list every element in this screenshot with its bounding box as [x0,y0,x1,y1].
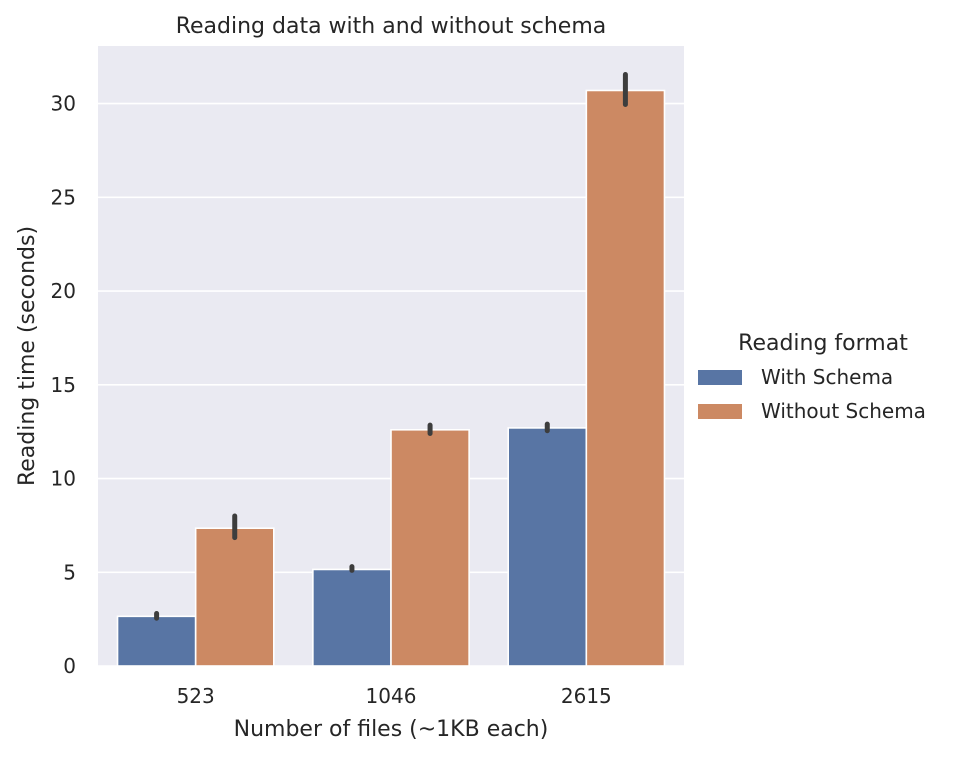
legend-label-with-schema: With Schema [761,365,893,389]
bar-with-schema-1046 [312,568,392,667]
x-tick-label-1046: 1046 [366,684,417,708]
x-tick-label-523: 523 [177,684,215,708]
y-tick-label-15: 15 [51,373,76,397]
bar-with-schema-2615 [507,427,588,667]
bar-with-schema-523 [116,615,197,667]
x-axis-label: Number of files (~1KB each) [234,717,549,742]
y-tick-label-10: 10 [51,467,76,491]
chart-title: Reading data with and without schema [176,14,607,39]
y-axis-label: Reading time (seconds) [15,226,40,486]
x-tick-label-2615: 2615 [561,684,612,708]
y-tick-label-30: 30 [51,92,76,116]
legend-item-with-schema: With Schema [698,365,893,389]
y-tick-labels: 0 5 10 15 20 25 30 [51,92,76,678]
legend: Reading format With Schema Without Schem… [698,331,926,423]
y-tick-label-25: 25 [51,185,76,209]
error-bars [154,72,628,621]
bars [116,89,666,667]
legend-swatch-without-schema [698,404,742,419]
bar-without-schema-523 [194,527,275,667]
legend-swatch-with-schema [698,370,742,385]
y-tick-label-5: 5 [63,560,76,584]
legend-label-without-schema: Without Schema [761,399,926,423]
bar-without-schema-2615 [585,89,666,667]
legend-item-without-schema: Without Schema [698,399,926,423]
y-tick-label-20: 20 [51,279,76,303]
y-tick-label-0: 0 [63,654,76,678]
x-tick-labels: 523 1046 2615 [177,684,612,708]
legend-title: Reading format [738,331,908,356]
bar-without-schema-1046 [390,428,470,667]
